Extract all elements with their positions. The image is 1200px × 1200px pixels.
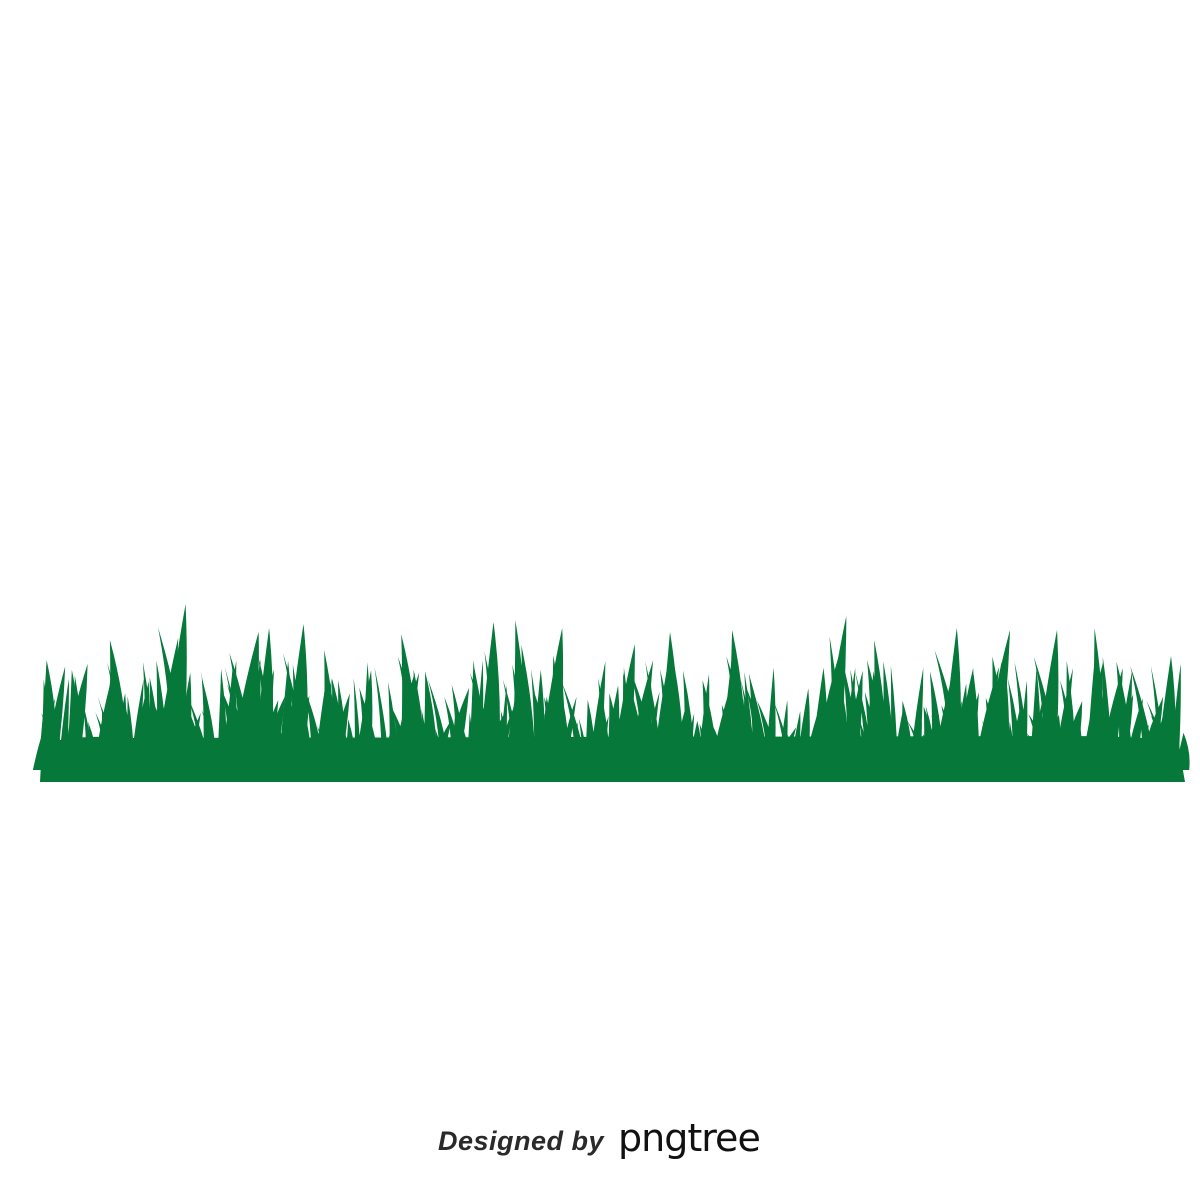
grass-blade (720, 661, 734, 770)
grass-blade (1150, 700, 1169, 770)
grass-blade (374, 666, 390, 770)
grass-blade (814, 653, 840, 770)
grass-blade (1060, 680, 1080, 770)
grass-blade (428, 679, 451, 770)
grass-blade (702, 680, 718, 770)
grass-blade (314, 682, 328, 770)
grass-blade (258, 656, 277, 770)
watermark: Designed by pngtree (438, 1116, 761, 1166)
grass-blade (829, 636, 844, 770)
grass-blade (32, 698, 55, 770)
grass-blade (772, 698, 794, 770)
grass-blade (1074, 712, 1083, 770)
grass-blade (687, 720, 702, 770)
grass-blade (201, 709, 223, 770)
grass-blade (520, 645, 536, 770)
grass-blade (548, 655, 564, 770)
watermark-prefix: Designed by (438, 1125, 605, 1156)
grass-blade (882, 661, 894, 770)
grass-blade (1007, 678, 1023, 770)
grass-blade (796, 688, 810, 770)
grass-blades (32, 604, 1190, 782)
grass-blade (620, 673, 636, 770)
grass-blade (748, 674, 770, 770)
grass-blade (470, 664, 497, 770)
grass-blade (363, 699, 381, 770)
grass-blade (1029, 667, 1041, 770)
grass-blade (1014, 662, 1031, 770)
grass-blade (422, 671, 438, 770)
grass-blade (757, 700, 780, 770)
grass-blade (130, 681, 150, 770)
grass-blade (974, 667, 999, 770)
grass-blade (223, 665, 238, 770)
grass-blade (278, 661, 293, 770)
grass-blade (1165, 677, 1181, 770)
grass-blade (850, 669, 864, 770)
grass-blade (531, 669, 545, 770)
grass-blade (504, 660, 523, 770)
grass-blade (229, 652, 256, 770)
grass-blade (394, 672, 420, 770)
grass-blade (1081, 661, 1104, 770)
grass-blade (603, 685, 620, 770)
grass-blade (100, 670, 117, 770)
grass-blade (73, 713, 86, 770)
grass-blade (45, 689, 64, 770)
grass-blade (1100, 656, 1112, 770)
watermark-brand-logo: pngtree (618, 1116, 761, 1160)
grass-blade (862, 670, 879, 770)
grass-blade (1033, 657, 1060, 770)
grass-blade (130, 678, 144, 770)
grass-blade (154, 637, 179, 770)
grass-blade (653, 665, 668, 770)
grass-blade (668, 657, 684, 770)
grass-blade (630, 670, 657, 770)
grass-blade (1116, 661, 1134, 770)
grass-blade (330, 678, 346, 770)
grass-blade (247, 659, 261, 770)
grass-blade (562, 682, 588, 770)
grass-blade (932, 669, 955, 770)
